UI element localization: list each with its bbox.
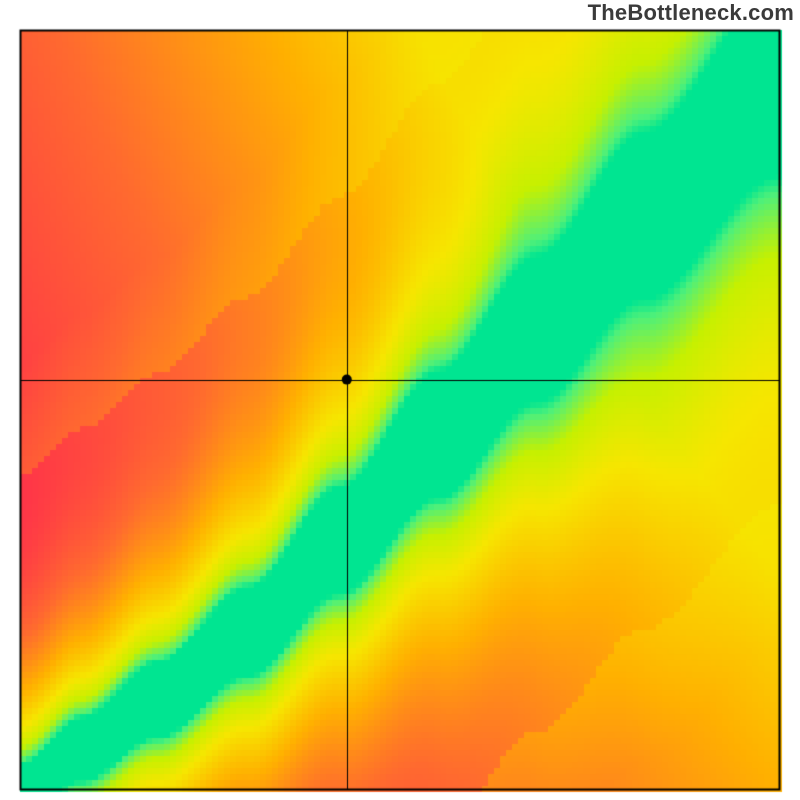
chart-container: TheBottleneck.com [0,0,800,800]
watermark-text: TheBottleneck.com [588,0,794,26]
heatmap-canvas [0,0,800,800]
